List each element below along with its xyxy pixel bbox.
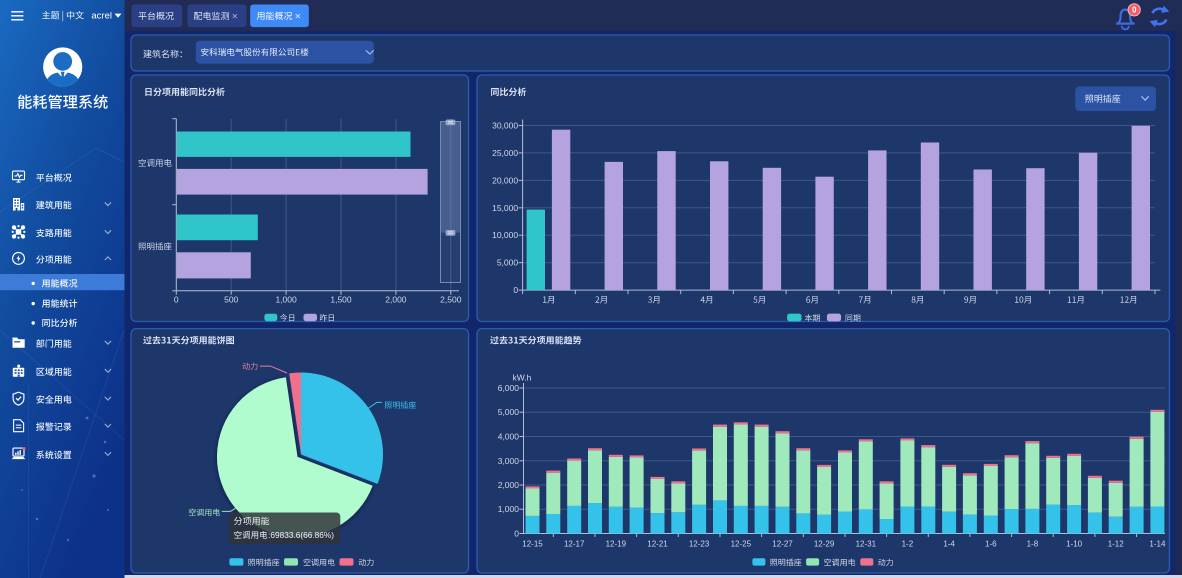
svg-text:kW.h: kW.h	[513, 373, 532, 383]
svg-text:4,000: 4,000	[498, 432, 520, 442]
svg-text:0: 0	[514, 529, 519, 539]
svg-text:0: 0	[174, 294, 179, 304]
svg-text:15,000: 15,000	[492, 203, 518, 213]
svg-text:10,000: 10,000	[492, 230, 518, 240]
svg-text:×: ×	[232, 10, 238, 22]
svg-text:12-29: 12-29	[814, 539, 835, 548]
svg-text:12-25: 12-25	[731, 539, 752, 548]
svg-text:1-10: 1-10	[1066, 539, 1083, 548]
svg-text:1-2: 1-2	[902, 539, 914, 548]
svg-text:12-19: 12-19	[606, 539, 627, 548]
svg-text:2,000: 2,000	[498, 480, 520, 490]
svg-text:3,000: 3,000	[498, 456, 520, 466]
svg-text:6,000: 6,000	[498, 383, 520, 393]
svg-text:1,000: 1,000	[275, 294, 297, 304]
svg-text:2,000: 2,000	[385, 294, 407, 304]
svg-text::69833.6(66.86%): :69833.6(66.86%)	[268, 530, 334, 540]
svg-text:acrel: acrel	[91, 11, 112, 22]
svg-text:12-27: 12-27	[772, 539, 793, 548]
svg-text:20,000: 20,000	[492, 175, 518, 185]
svg-text:12-31: 12-31	[856, 539, 877, 548]
svg-text:1-6: 1-6	[985, 539, 997, 548]
svg-text:1,500: 1,500	[330, 294, 352, 304]
svg-text:12-17: 12-17	[564, 539, 585, 548]
svg-text:1,000: 1,000	[498, 504, 520, 514]
svg-text:12-23: 12-23	[689, 539, 710, 548]
svg-text:5,000: 5,000	[497, 258, 519, 268]
svg-text:1-4: 1-4	[943, 539, 955, 548]
svg-text:12-15: 12-15	[522, 539, 543, 548]
svg-text:1-8: 1-8	[1027, 539, 1039, 548]
svg-text:5,000: 5,000	[498, 407, 520, 417]
svg-text:2,500: 2,500	[440, 294, 462, 304]
svg-text:25,000: 25,000	[492, 148, 518, 158]
svg-text:0: 0	[513, 285, 518, 295]
svg-text:500: 500	[224, 294, 238, 304]
svg-text:1-14: 1-14	[1149, 539, 1166, 548]
svg-text:30,000: 30,000	[492, 121, 518, 131]
svg-text:×: ×	[295, 10, 301, 22]
svg-text:1-12: 1-12	[1108, 539, 1125, 548]
svg-text:0: 0	[1132, 6, 1137, 15]
svg-text:12-21: 12-21	[647, 539, 668, 548]
